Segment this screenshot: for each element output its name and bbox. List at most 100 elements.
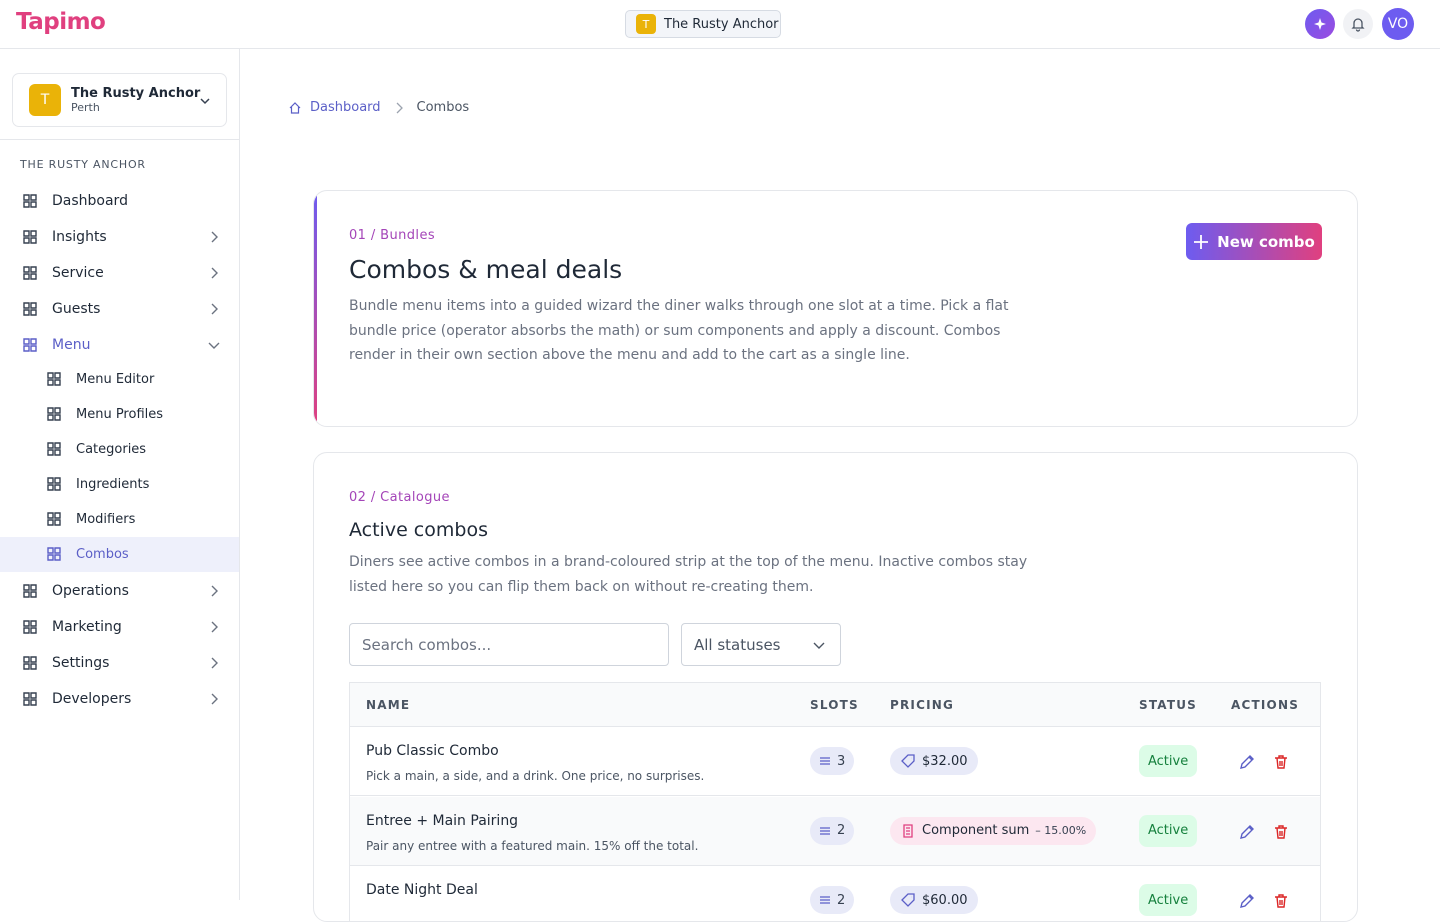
- nav-subitem[interactable]: Categories: [0, 432, 239, 467]
- delete-button[interactable]: [1272, 823, 1290, 841]
- nav-item[interactable]: Developers: [0, 681, 239, 717]
- nav-icon: [47, 512, 61, 526]
- nav-icon: [47, 547, 61, 561]
- pricing-pill: $32.00: [890, 747, 978, 775]
- new-combo-button[interactable]: New combo: [1186, 223, 1322, 260]
- nav-subitem[interactable]: Menu Editor: [0, 362, 239, 397]
- pricing-label: Component sum: [922, 823, 1030, 838]
- column-header: STATUS: [1139, 698, 1198, 712]
- chevron: [208, 342, 220, 349]
- hero-card: 01 / Bundles Combos & meal deals Bundle …: [313, 190, 1358, 427]
- chevron: [211, 585, 218, 597]
- chevron: [211, 693, 218, 705]
- status-badge: Active: [1139, 884, 1198, 916]
- nav-item[interactable]: Insights: [0, 219, 239, 255]
- status-badge: Active: [1139, 814, 1198, 847]
- nav-item[interactable]: Marketing: [0, 609, 239, 645]
- combo-description: Pair any entree with a featured main. 15…: [366, 838, 699, 853]
- button-label: New combo: [1217, 232, 1315, 251]
- notifications-button[interactable]: [1343, 9, 1373, 39]
- nav-label: Developers: [52, 691, 132, 707]
- combo-name: Entree + Main Pairing: [366, 812, 519, 829]
- venue-card[interactable]: T The Rusty Anchor Perth: [12, 73, 227, 127]
- nav-item[interactable]: Settings: [0, 645, 239, 681]
- sidebar: T The Rusty Anchor Perth THE RUSTY ANCHO…: [0, 49, 240, 900]
- section-label: THE RUSTY ANCHOR: [20, 158, 146, 171]
- nav-item[interactable]: Service: [0, 255, 239, 291]
- breadcrumb-current: Combos: [416, 100, 470, 115]
- breadcrumb-link[interactable]: Dashboard: [310, 100, 381, 115]
- nav-subitem[interactable]: Menu Profiles: [0, 397, 239, 432]
- pricing-pill: $60.00: [890, 886, 978, 914]
- venue-initial: T: [636, 14, 656, 34]
- column-header: PRICING: [890, 698, 955, 712]
- search-input[interactable]: Search combos...: [349, 623, 669, 666]
- venue-info: The Rusty Anchor Perth: [71, 86, 200, 114]
- ai-button[interactable]: [1305, 9, 1335, 39]
- pricing-icon: [901, 893, 915, 907]
- table-row: Pub Classic Combo Pick a main, a side, an…: [350, 727, 1320, 796]
- venue-name: The Rusty Anchor: [664, 16, 779, 32]
- nav-item[interactable]: Guests: [0, 291, 239, 327]
- nav-label: Settings: [52, 655, 110, 671]
- combos-table: NAME SLOTS PRICING STATUS ACTIONS Pub Classic…: [349, 682, 1321, 921]
- slots-count: 2: [837, 823, 846, 838]
- nav-item[interactable]: Operations: [0, 573, 239, 609]
- eyebrow: 01 / Bundles: [349, 228, 436, 243]
- chevron: [211, 657, 218, 669]
- slots-pill: 2: [810, 816, 855, 845]
- nav-label: Service: [52, 265, 104, 281]
- nav-item[interactable]: Dashboard: [0, 183, 239, 219]
- home-icon: [289, 101, 301, 114]
- nav-label: Menu: [52, 337, 91, 353]
- nav-icon: [23, 266, 37, 280]
- bell-icon: [1351, 18, 1365, 32]
- nav-icon: [23, 584, 37, 598]
- slots-count: 3: [837, 753, 846, 769]
- hero-title: Combos & meal deals: [349, 255, 623, 284]
- nav-label: Combos: [76, 547, 129, 562]
- select-value: All statuses: [694, 635, 781, 654]
- edit-button[interactable]: [1238, 892, 1256, 910]
- nav-subitem[interactable]: Combos: [0, 537, 239, 572]
- nav-item[interactable]: Menu: [0, 327, 239, 363]
- section-description: Diners see active combos in a brand-colo…: [349, 554, 1028, 595]
- nav-subitem[interactable]: Ingredients: [0, 467, 239, 502]
- nav-label: Categories: [76, 442, 147, 457]
- delete-button[interactable]: [1272, 892, 1290, 910]
- user-avatar[interactable]: VO: [1382, 8, 1414, 40]
- nav-label: Menu Profiles: [76, 407, 164, 422]
- breadcrumb-separator: [396, 102, 403, 113]
- status-select[interactable]: All statuses: [681, 623, 841, 666]
- combo-name: Pub Classic Combo: [366, 743, 499, 759]
- edit-button[interactable]: [1238, 823, 1256, 841]
- pricing-label: $60.00: [922, 892, 968, 908]
- catalogue-card: 02 / Catalogue Active combos Diners see …: [313, 452, 1358, 922]
- nav-icon: [23, 338, 37, 352]
- brand-logo[interactable]: Tapimo: [16, 9, 106, 35]
- section-title: Active combos: [349, 519, 488, 541]
- breadcrumb: Dashboard Combos: [288, 100, 469, 115]
- chevron-down: [200, 98, 210, 105]
- venue-switcher[interactable]: T The Rusty Anchor: [625, 10, 781, 38]
- list-icon: [820, 826, 830, 835]
- nav-label: Menu Editor: [76, 372, 155, 387]
- chevron: [211, 621, 218, 633]
- hero-description: Bundle menu items into a guided wizard t…: [349, 298, 1009, 363]
- delete-button[interactable]: [1272, 753, 1290, 771]
- nav-icon: [23, 230, 37, 244]
- nav-subitem[interactable]: Modifiers: [0, 502, 239, 537]
- table-row: Entree + Main Pairing Pair any entree wit…: [350, 796, 1320, 866]
- top-bar: Tapimo T The Rusty Anchor VO: [0, 0, 1440, 49]
- nav-label: Ingredients: [76, 477, 150, 492]
- pricing-pill: Component sum – 15.00%: [890, 816, 1097, 845]
- slots-pill: 3: [810, 747, 855, 775]
- nav-icon: [23, 302, 37, 316]
- pricing-icon: [901, 754, 915, 768]
- edit-button[interactable]: [1238, 753, 1256, 771]
- nav-icon: [47, 407, 61, 421]
- eyebrow: 02 / Catalogue: [349, 490, 450, 505]
- nav-icon: [23, 620, 37, 634]
- nav-icon: [47, 477, 61, 491]
- accent-bar: [314, 191, 317, 426]
